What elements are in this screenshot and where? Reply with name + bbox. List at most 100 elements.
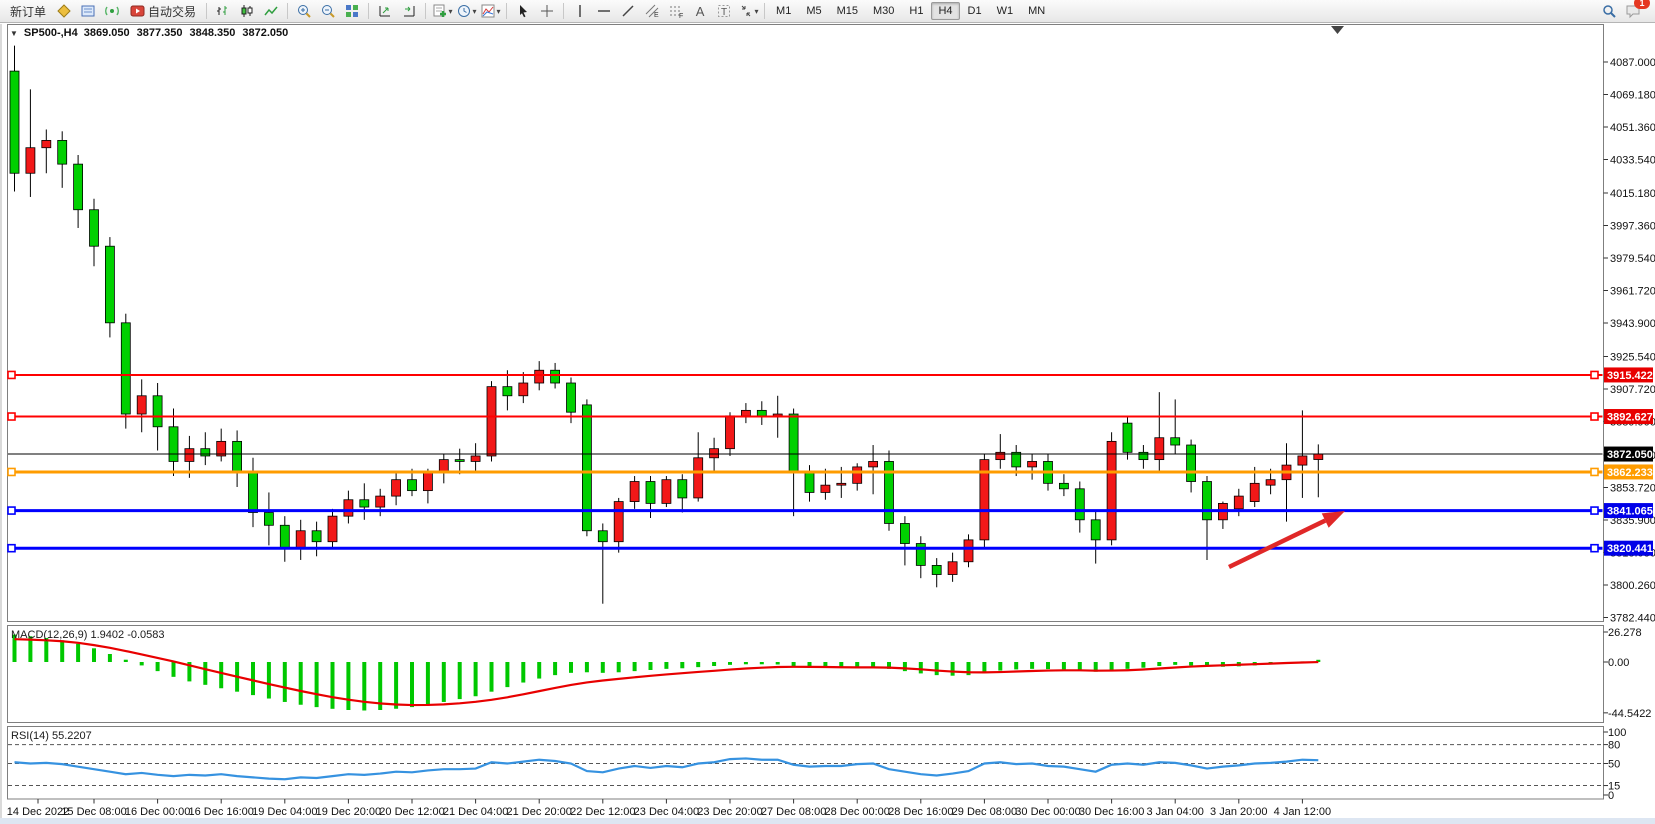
candle-body: [1202, 481, 1212, 521]
price-axis[interactable]: 4087.000 4069.180 4051.360 4033.540 4015.180…: [1603, 57, 1655, 625]
chart-shift-button[interactable]: [397, 0, 421, 22]
time-tick-label: 4 Jan 12:00: [1274, 806, 1332, 818]
timeframe-m15-button[interactable]: M15: [836, 5, 858, 17]
macd-histogram: [12, 634, 1321, 711]
hline-handle[interactable]: [7, 467, 16, 477]
hline-3862.233[interactable]: [7, 467, 1603, 477]
timeframe-m30-button[interactable]: M30: [873, 5, 895, 17]
new-order-button[interactable]: 新订单: [10, 4, 47, 19]
candle-body: [502, 386, 513, 397]
chart-canvas[interactable]: 4087.000 4069.180 4051.360 4033.540 4015.180…: [0, 23, 1655, 824]
price-tick-label: 4069.180: [1610, 89, 1655, 101]
window-bottom-edge: [0, 818, 1655, 824]
time-tick-label: 16 Dec 16:00: [188, 806, 253, 818]
hline-handle[interactable]: [1590, 467, 1599, 477]
candle-body: [1313, 453, 1324, 460]
auto-scroll-button[interactable]: [373, 0, 397, 22]
candle-body: [931, 565, 942, 575]
zoom-out-button[interactable]: [316, 0, 340, 22]
cursor-tool-button[interactable]: [511, 0, 535, 22]
candle-body: [232, 440, 243, 473]
bar-chart-button[interactable]: [211, 0, 235, 22]
hline-handle[interactable]: [1590, 412, 1599, 421]
notifications-icon[interactable]: 1: [1621, 0, 1650, 22]
search-icon[interactable]: [1597, 0, 1621, 22]
hline-3841.065[interactable]: [7, 506, 1603, 515]
candle-body: [407, 479, 417, 492]
hline-3915.422[interactable]: [7, 370, 1603, 380]
chart-shift-marker[interactable]: [1331, 26, 1344, 34]
hline-handle[interactable]: [7, 412, 16, 421]
hline-handle[interactable]: [7, 506, 16, 515]
time-tick-label: 30 Dec 00:00: [1015, 806, 1080, 818]
main-price-panel[interactable]: [7, 24, 1604, 622]
chart-window[interactable]: ▼ SP500-,H4 3869.050 3877.350 3848.350 3…: [0, 23, 1655, 824]
price-tick-label: 3925.540: [1610, 351, 1655, 363]
trendline-tool-button[interactable]: [616, 0, 640, 22]
timeframe-mn-button[interactable]: MN: [1028, 5, 1046, 17]
candle-body: [693, 457, 704, 499]
candle-body: [1138, 451, 1149, 461]
rsi-panel[interactable]: [7, 726, 1604, 800]
candle-body: [995, 451, 1006, 461]
candle-body: [136, 395, 147, 415]
new-chart-button[interactable]: ▾: [430, 0, 454, 22]
timeframe-d1-button[interactable]: D1: [967, 5, 982, 17]
arrows-tool-button[interactable]: ▾: [736, 0, 760, 22]
candle-body: [1233, 495, 1244, 510]
price-badge-bg: [1604, 409, 1653, 425]
chart-title: ▼ SP500-,H4 3869.050 3877.350 3848.350 3…: [10, 27, 288, 39]
trend-arrow[interactable]: [1228, 511, 1345, 570]
time-tick-label: 20 Dec 12:00: [379, 806, 444, 818]
time-tick-label: 19 Dec 20:00: [316, 806, 381, 818]
hline-3892.627[interactable]: [7, 412, 1603, 421]
gold-cube-icon[interactable]: [52, 0, 76, 22]
hline-handle[interactable]: [7, 370, 16, 380]
market-watch-icon[interactable]: [76, 0, 100, 22]
one-click-collapse-icon[interactable]: ▼: [10, 28, 18, 38]
text-label-tool-button[interactable]: T: [712, 0, 736, 22]
hline-handle[interactable]: [1590, 543, 1599, 553]
indicators-button[interactable]: ▾: [478, 0, 502, 22]
zoom-in-button[interactable]: [292, 0, 316, 22]
timeframe-w1-button[interactable]: W1: [996, 5, 1014, 17]
macd-panel[interactable]: [7, 625, 1604, 723]
time-tick-label: 14 Dec 2022: [7, 806, 69, 818]
periods-button[interactable]: ▾: [454, 0, 478, 22]
candle-body: [756, 409, 767, 417]
time-tick-label: 28 Dec 16:00: [888, 806, 953, 818]
hline-handle[interactable]: [1590, 506, 1599, 515]
price-badge-bg: [1604, 446, 1653, 462]
fibonacci-tool-button[interactable]: F: [664, 0, 688, 22]
timeframe-m5-button[interactable]: M5: [806, 5, 822, 17]
candle-body: [979, 459, 990, 541]
text-tool-button[interactable]: A: [695, 3, 705, 19]
autotrading-button[interactable]: 自动交易: [124, 0, 202, 22]
timeframe-m1-button[interactable]: M1: [776, 5, 792, 17]
crosshair-tool-button[interactable]: [535, 0, 559, 22]
timeframe-h1-button[interactable]: H1: [909, 5, 924, 17]
candle-body: [263, 512, 274, 526]
chevron-down-icon: ▾: [496, 6, 501, 16]
candle-body: [9, 70, 20, 174]
candlestick-chart-button[interactable]: [235, 0, 259, 22]
timeframe-h4-button[interactable]: H4: [931, 2, 960, 20]
candle-body: [534, 369, 545, 384]
signals-icon[interactable]: [100, 0, 124, 22]
hline-3820.441[interactable]: [7, 543, 1603, 553]
equidistant-channel-tool-button[interactable]: E: [640, 0, 664, 22]
vertical-line-tool-button[interactable]: [568, 0, 592, 22]
line-chart-button[interactable]: [259, 0, 283, 22]
candle-body: [566, 382, 576, 413]
candle-body: [391, 479, 402, 497]
candle-body: [343, 499, 354, 517]
hline-handle[interactable]: [7, 543, 16, 553]
price-badge-3841.065: 3841.065: [1604, 503, 1653, 519]
price-badge-3820.441: 3820.441: [1604, 540, 1653, 556]
tile-windows-button[interactable]: [340, 0, 364, 22]
horizontal-line-tool-button[interactable]: [592, 0, 616, 22]
candle-body: [629, 481, 640, 502]
candle-body: [57, 140, 68, 165]
hline-handle[interactable]: [1590, 370, 1599, 380]
